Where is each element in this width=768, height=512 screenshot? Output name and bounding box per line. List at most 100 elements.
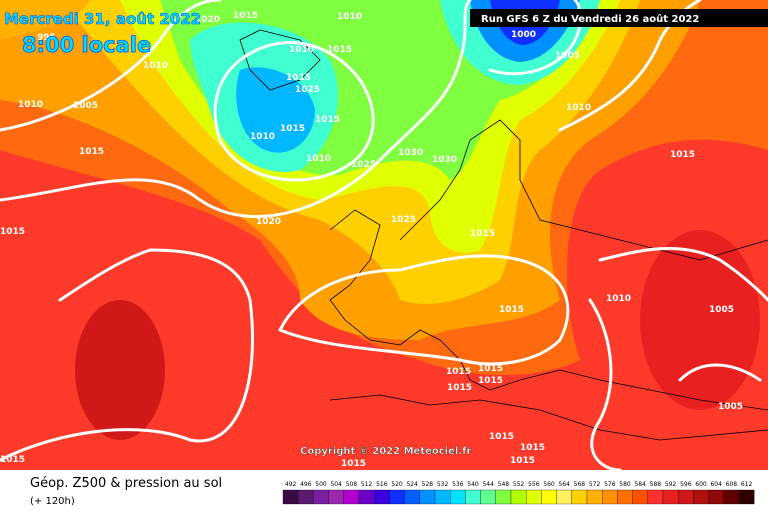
isobar-label: 1015	[510, 456, 535, 466]
isobar-label: 1025	[295, 85, 320, 95]
scale-swatch	[723, 489, 740, 505]
field	[0, 0, 768, 470]
isobar-label: 1020	[195, 15, 220, 25]
scale-label: 508	[346, 481, 358, 488]
isobar-label: 1015	[489, 432, 514, 442]
isobar-label: 1010	[18, 100, 43, 110]
scale-label: 516	[376, 481, 388, 488]
scale-swatch	[298, 489, 314, 505]
footer-title: Géop. Z500 & pression au sol	[30, 476, 222, 491]
scale-label: 588	[650, 481, 662, 488]
scale-label: 552	[513, 481, 525, 488]
isobar-label: 1015	[286, 73, 311, 83]
scale-swatch	[678, 489, 694, 505]
scale-label: 560	[543, 481, 555, 488]
isobar	[0, 248, 254, 462]
isobar-label: 1015	[280, 124, 305, 134]
scale-label: 584	[634, 481, 646, 488]
isobar-label: 1015	[233, 11, 258, 21]
scale-label: 580	[619, 481, 631, 488]
scale-label: 600	[695, 481, 707, 488]
scale-swatch	[419, 489, 436, 505]
time: 8:00 locale	[22, 33, 151, 57]
isobar-label: 1015	[0, 455, 25, 465]
isobar-label: 1025	[391, 215, 416, 225]
scale-swatch	[389, 489, 405, 505]
scale-label: 548	[498, 481, 510, 488]
isobar	[678, 363, 762, 382]
copyright: Copyright © 2022 Meteociel.fr	[300, 446, 471, 457]
isobar-label: 1015	[315, 115, 340, 125]
scale-label: 556	[528, 481, 540, 488]
footer-lead: (+ 120h)	[30, 496, 75, 507]
scale-label: 532	[437, 481, 449, 488]
scale-swatch	[708, 489, 724, 505]
isobar-label: 1010	[306, 154, 331, 164]
run: Run GFS 6 Z du Vendredi 26 août 2022	[481, 13, 699, 25]
scale-swatch	[450, 489, 466, 505]
field-dark-red	[75, 300, 165, 440]
isobar	[488, 0, 583, 76]
isobar-label: 1015	[447, 383, 472, 393]
scale-label: 500	[315, 481, 327, 488]
isobar	[0, 0, 222, 132]
scale-swatch	[617, 489, 633, 505]
scale-swatch	[328, 489, 344, 505]
scale-swatch	[282, 489, 299, 505]
coast-iceland	[239, 29, 321, 91]
isobar	[213, 41, 375, 182]
scale-label: 572	[589, 481, 601, 488]
scale-swatch	[374, 489, 390, 505]
scale-label: 544	[482, 481, 494, 488]
isobar-label: 1015	[499, 305, 524, 315]
isobar-label: 1010	[337, 12, 362, 22]
isobar-label: 1005	[555, 51, 580, 61]
isobar-label: 1000	[511, 30, 536, 40]
isobar-label: 1005	[718, 402, 743, 412]
isobar-label: 1020	[256, 217, 281, 227]
field-blue-low	[236, 67, 315, 153]
scale-swatch	[465, 489, 481, 505]
scale-label: 520	[391, 481, 403, 488]
scale-swatch	[434, 489, 451, 505]
scale-label: 604	[710, 481, 722, 488]
isobar	[0, 0, 472, 218]
isobars	[0, 0, 768, 472]
scale-label: 608	[726, 481, 738, 488]
field-dark-red-east	[640, 230, 760, 410]
isobar-label: 1015	[520, 443, 545, 453]
isobar-label: 1015	[446, 367, 471, 377]
scale-swatch	[647, 489, 664, 505]
scale-swatch	[526, 489, 542, 505]
isobar-labels: 1020 1015 1010 995 1010 1015 1015 1025 1015 1010 1…	[0, 11, 743, 469]
isobar-label: 995	[37, 33, 56, 43]
scale-swatch	[343, 489, 360, 505]
isobar-label: 1015	[341, 459, 366, 469]
scale-label: 564	[558, 481, 570, 488]
run-box	[470, 9, 768, 27]
isobar-label: 1015	[327, 45, 352, 55]
isobar-label: 1015	[478, 376, 503, 386]
scale-label: 512	[361, 481, 373, 488]
isobar	[598, 246, 768, 302]
isobar-label: 1030	[432, 155, 457, 165]
coast-south	[329, 209, 768, 411]
scale-label: 536	[452, 481, 464, 488]
isobar-label: 1005	[709, 305, 734, 315]
isobar-label: 1015	[478, 364, 503, 374]
scale-swatch	[571, 489, 588, 505]
scale-swatch	[358, 489, 375, 505]
isobar-label: 1030	[398, 148, 423, 158]
isobar-label: 1010	[250, 132, 275, 142]
isobar-label: 1015	[470, 229, 495, 239]
scale-swatch	[602, 489, 618, 505]
isobar-label: 1015	[0, 227, 25, 237]
scale-swatch	[586, 489, 603, 505]
scale-label: 492	[285, 481, 297, 488]
scale-swatch	[738, 489, 755, 505]
scale-label: 540	[467, 481, 479, 488]
isobar-label: 1015	[79, 147, 104, 157]
scale-swatch	[313, 489, 329, 505]
isobar	[588, 298, 622, 472]
color-scale: 492 496 500 504 508 512 516 520 524 528 532 536 540 5…	[282, 481, 755, 505]
